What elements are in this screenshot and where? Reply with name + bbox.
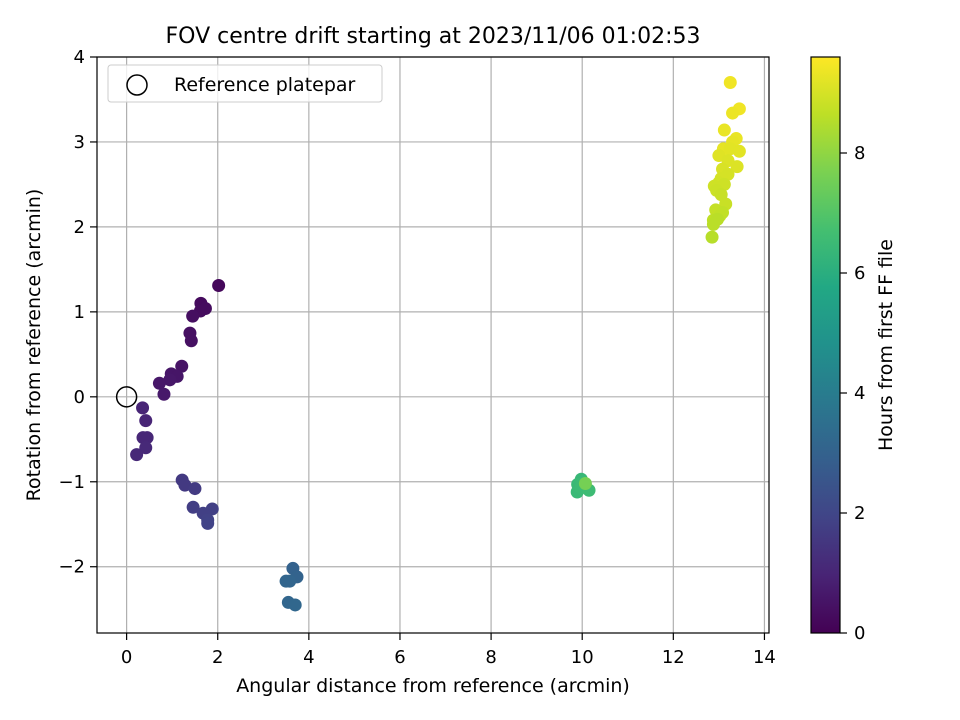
colorbar-tick-label: 2 (854, 503, 865, 524)
x-tick-label: 2 (212, 647, 223, 668)
data-point (578, 476, 592, 490)
data-point (717, 123, 731, 137)
data-point (152, 376, 166, 390)
x-axis-label: Angular distance from reference (arcmin) (236, 675, 630, 697)
data-point (732, 144, 746, 158)
data-point (188, 482, 202, 496)
data-point (730, 160, 744, 174)
data-point (130, 448, 144, 462)
x-tick-label: 8 (485, 647, 496, 668)
data-point (139, 441, 153, 455)
data-point (205, 502, 219, 516)
data-point (201, 516, 215, 530)
data-point (186, 500, 200, 514)
legend-marker-open-circle (126, 74, 148, 96)
legend: Reference platepar (107, 64, 383, 103)
data-point (178, 478, 192, 492)
colorbar-tick-label: 0 (854, 623, 865, 644)
data-point (175, 359, 189, 373)
colorbar-label: Hours from first FF file (875, 239, 897, 451)
scatter-points (115, 75, 746, 612)
data-point (136, 431, 150, 445)
y-tick-label: 1 (74, 302, 85, 323)
x-tick-label: 14 (753, 647, 776, 668)
data-point (288, 598, 302, 612)
x-tick-label: 4 (303, 647, 314, 668)
data-point (136, 401, 150, 415)
grid-lines (97, 56, 769, 633)
legend-box (107, 64, 383, 103)
x-tick-label: 12 (662, 647, 685, 668)
data-point (157, 387, 171, 401)
y-axis-label: Rotation from reference (arcmin) (23, 189, 45, 502)
y-tick-label: 2 (74, 217, 85, 238)
legend-label: Reference platepar (174, 74, 356, 96)
colorbar-tick-label: 4 (854, 383, 865, 404)
y-tick-label: 0 (74, 387, 85, 408)
reference-platepar-marker (115, 386, 138, 408)
y-tick-label: −2 (58, 557, 85, 578)
chart-title: FOV centre drift starting at 2023/11/06 … (166, 24, 701, 49)
data-point (186, 309, 200, 323)
plot-frame (96, 56, 770, 634)
x-tick-label: 6 (394, 647, 405, 668)
colorbar-tick-label: 6 (854, 263, 865, 284)
x-tick-label: 10 (571, 647, 594, 668)
x-tick-label: 0 (121, 647, 132, 668)
colorbar-ticks: 0 2 4 6 8 (840, 143, 865, 644)
data-point (139, 414, 153, 428)
data-point (283, 574, 297, 588)
data-point (723, 75, 737, 89)
data-point (212, 279, 226, 293)
data-point (184, 334, 198, 348)
y-tick-label: −1 (58, 472, 85, 493)
data-point (163, 373, 177, 387)
colorbar-tick-label: 8 (854, 143, 865, 164)
colorbar: 0 2 4 6 8 Hours from first FF file (810, 56, 897, 644)
data-point (726, 106, 740, 120)
data-point (706, 217, 720, 231)
y-tick-label: 3 (74, 132, 85, 153)
colorbar-gradient (810, 56, 841, 634)
data-point (705, 230, 719, 244)
y-tick-label: 4 (74, 47, 85, 68)
